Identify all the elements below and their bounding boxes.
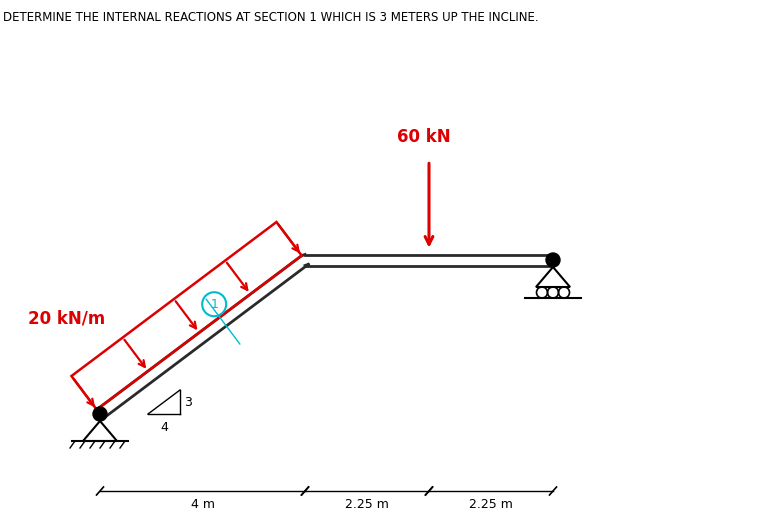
Text: 3: 3 [184,395,192,408]
Text: 2.25 m: 2.25 m [469,498,513,511]
Circle shape [546,253,560,267]
Text: 60 kN: 60 kN [398,128,451,145]
Circle shape [93,407,107,421]
Text: 4: 4 [160,421,168,434]
Circle shape [202,292,226,316]
Text: 1: 1 [211,298,218,311]
Text: 20 kN/m: 20 kN/m [28,309,105,327]
Text: 4 m: 4 m [191,498,214,511]
Text: DETERMINE THE INTERNAL REACTIONS AT SECTION 1 WHICH IS 3 METERS UP THE INCLINE.: DETERMINE THE INTERNAL REACTIONS AT SECT… [3,11,539,24]
Text: 2.25 m: 2.25 m [345,498,389,511]
